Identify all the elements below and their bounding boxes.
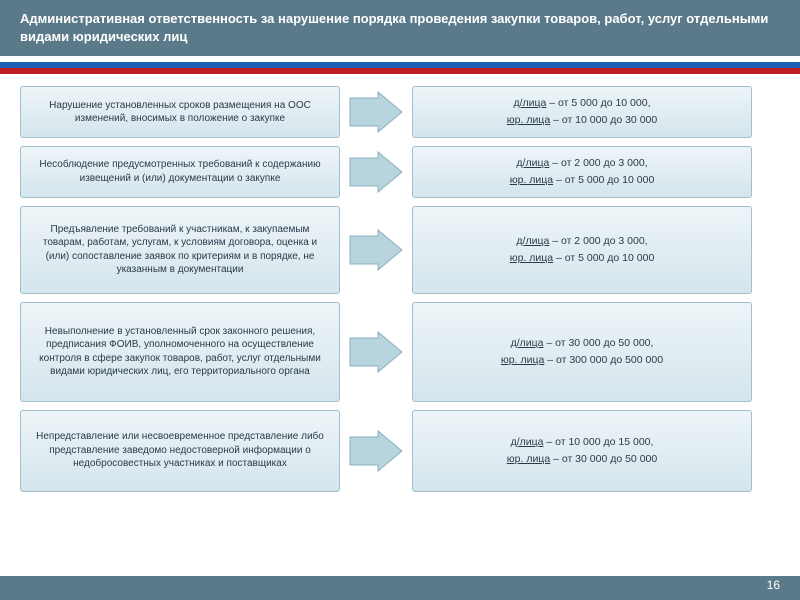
violation-row: Несоблюдение предусмотренных требований …	[20, 146, 780, 198]
content-area: Нарушение установленных сроков размещени…	[0, 74, 800, 503]
arrow-container	[346, 146, 406, 198]
penalty-box: д/лица – от 10 000 до 15 000, юр. лица –…	[412, 410, 752, 492]
violation-box: Несоблюдение предусмотренных требований …	[20, 146, 340, 198]
penalty-d-line: д/лица – от 10 000 до 15 000,	[511, 434, 654, 451]
arrow-icon	[348, 330, 404, 374]
violation-text: Непредставление или несвоевременное пред…	[31, 430, 329, 471]
arrow-icon	[348, 429, 404, 473]
penalty-box: д/лица – от 30 000 до 50 000, юр. лица –…	[412, 302, 752, 402]
penalty-u-range: – от 300 000 до 500 000	[544, 354, 663, 366]
violation-box: Нарушение установленных сроков размещени…	[20, 86, 340, 138]
arrow-icon	[348, 150, 404, 194]
page-header: Административная ответственность за нару…	[0, 0, 800, 56]
penalty-box: д/лица – от 2 000 до 3 000, юр. лица – о…	[412, 206, 752, 294]
penalty-d-range: – от 10 000 до 15 000,	[543, 436, 653, 448]
penalty-d-label: д/лица	[511, 337, 544, 349]
arrow-icon	[348, 90, 404, 134]
penalty-d-line: д/лица – от 2 000 до 3 000,	[516, 155, 647, 172]
penalty-box: д/лица – от 2 000 до 3 000, юр. лица – о…	[412, 146, 752, 198]
penalty-d-line: д/лица – от 30 000 до 50 000,	[511, 335, 654, 352]
penalty-u-line: юр. лица – от 30 000 до 50 000	[507, 451, 657, 468]
arrow-icon	[348, 228, 404, 272]
penalty-u-label: юр. лица	[507, 114, 550, 126]
arrow-container	[346, 206, 406, 294]
header-title: Административная ответственность за нару…	[20, 11, 768, 44]
violation-text: Несоблюдение предусмотренных требований …	[31, 158, 329, 185]
violation-box: Непредставление или несвоевременное пред…	[20, 410, 340, 492]
penalty-u-line: юр. лица – от 300 000 до 500 000	[501, 352, 663, 369]
penalty-u-label: юр. лица	[507, 453, 550, 465]
arrow-container	[346, 86, 406, 138]
stripe-red	[0, 68, 800, 74]
penalty-u-range: – от 30 000 до 50 000	[550, 453, 657, 465]
penalty-d-label: д/лица	[511, 436, 544, 448]
penalty-d-range: – от 2 000 до 3 000,	[549, 157, 647, 169]
penalty-d-range: – от 30 000 до 50 000,	[543, 337, 653, 349]
penalty-d-label: д/лица	[513, 97, 546, 109]
penalty-u-line: юр. лица – от 5 000 до 10 000	[510, 172, 655, 189]
page-number: 16	[761, 576, 786, 594]
penalty-d-range: – от 2 000 до 3 000,	[549, 235, 647, 247]
penalty-d-line: д/лица – от 5 000 до 10 000,	[513, 95, 650, 112]
violation-text: Предъявление требований к участникам, к …	[31, 223, 329, 277]
violation-text: Нарушение установленных сроков размещени…	[31, 99, 329, 126]
violation-row: Невыполнение в установленный срок законн…	[20, 302, 780, 402]
violation-box: Невыполнение в установленный срок законн…	[20, 302, 340, 402]
penalty-u-range: – от 5 000 до 10 000	[553, 174, 654, 186]
penalty-d-range: – от 5 000 до 10 000,	[546, 97, 650, 109]
violation-text: Невыполнение в установленный срок законн…	[31, 325, 329, 379]
flag-stripes	[0, 56, 800, 74]
violation-row: Предъявление требований к участникам, к …	[20, 206, 780, 294]
penalty-u-line: юр. лица – от 10 000 до 30 000	[507, 112, 657, 129]
arrow-container	[346, 302, 406, 402]
penalty-u-line: юр. лица – от 5 000 до 10 000	[510, 250, 655, 267]
violation-row: Нарушение установленных сроков размещени…	[20, 86, 780, 138]
violation-box: Предъявление требований к участникам, к …	[20, 206, 340, 294]
penalty-u-range: – от 5 000 до 10 000	[553, 252, 654, 264]
violation-row: Непредставление или несвоевременное пред…	[20, 410, 780, 492]
arrow-container	[346, 410, 406, 492]
penalty-d-label: д/лица	[516, 157, 549, 169]
penalty-u-label: юр. лица	[510, 174, 553, 186]
penalty-d-label: д/лица	[516, 235, 549, 247]
penalty-u-label: юр. лица	[510, 252, 553, 264]
penalty-box: д/лица – от 5 000 до 10 000, юр. лица – …	[412, 86, 752, 138]
penalty-d-line: д/лица – от 2 000 до 3 000,	[516, 233, 647, 250]
penalty-u-label: юр. лица	[501, 354, 544, 366]
footer-bar	[0, 576, 800, 600]
penalty-u-range: – от 10 000 до 30 000	[550, 114, 657, 126]
